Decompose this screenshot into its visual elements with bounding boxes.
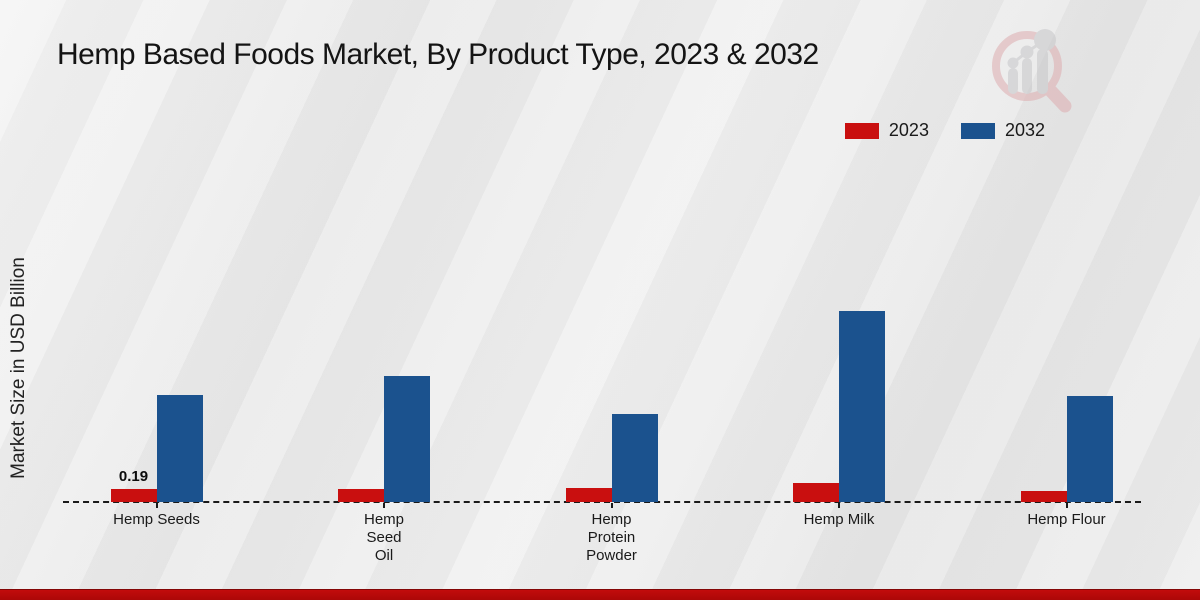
footer-red-band bbox=[0, 589, 1200, 600]
category-label-line: Hemp Seeds bbox=[113, 511, 200, 528]
legend-item-2023: 2023 bbox=[844, 120, 929, 141]
legend-label-2023: 2023 bbox=[888, 120, 929, 140]
category-label-line: Protein bbox=[587, 529, 636, 546]
chart-title: Hemp Based Foods Market, By Product Type… bbox=[57, 38, 819, 71]
category-label-hemp-flour: Hemp Flour bbox=[967, 511, 1167, 529]
y-axis-title: Market Size in USD Billion bbox=[8, 257, 29, 479]
x-axis-tick-hemp-seed-oil bbox=[383, 503, 385, 508]
category-label-line: Hemp Flour bbox=[1027, 511, 1106, 528]
x-axis-tick-hemp-flour bbox=[1065, 503, 1068, 508]
x-axis-tick-hemp-milk bbox=[838, 503, 840, 508]
bar-2023-hemp-milk bbox=[793, 483, 839, 502]
bar-2032-hemp-seeds bbox=[156, 395, 203, 502]
category-label-hemp-seed-oil: Hemp Seed Oil bbox=[284, 511, 484, 565]
legend-swatch-2032 bbox=[960, 122, 995, 139]
bar-2032-hemp-protein-powder bbox=[611, 414, 658, 502]
bar-2032-hemp-flour bbox=[1066, 396, 1113, 502]
category-label-line: Hemp bbox=[363, 511, 404, 528]
category-label-line: Oil bbox=[374, 547, 394, 564]
bar-2032-hemp-milk bbox=[839, 311, 885, 502]
magnifier-growth-chart-logo-watermark bbox=[992, 29, 1072, 113]
legend: 2023 2032 bbox=[844, 120, 1045, 141]
legend-item-2032: 2032 bbox=[960, 120, 1045, 141]
category-label-line: Hemp Milk bbox=[803, 511, 875, 528]
legend-swatch-2023 bbox=[844, 122, 879, 139]
category-label-hemp-seeds: Hemp Seeds bbox=[57, 511, 257, 529]
category-label-hemp-milk: Hemp Milk bbox=[739, 511, 939, 529]
category-label-line: Hemp bbox=[591, 511, 632, 528]
x-axis-line bbox=[63, 501, 1141, 503]
legend-label-2032: 2032 bbox=[1004, 120, 1045, 140]
x-axis-tick-hemp-protein-powder bbox=[610, 503, 613, 508]
x-axis-tick-hemp-seeds bbox=[155, 503, 158, 508]
bar-2023-hemp-seeds bbox=[110, 489, 157, 502]
category-label-hemp-protein-powder: Hemp Protein Powder bbox=[512, 511, 712, 565]
category-label-line: Powder bbox=[586, 547, 637, 564]
bar-2023-hemp-protein-powder bbox=[565, 488, 612, 502]
category-label-line: Seed bbox=[366, 529, 402, 546]
bar-2032-hemp-seed-oil bbox=[384, 376, 430, 502]
bar-value-label: 0.19 bbox=[118, 468, 149, 485]
bar-2023-hemp-flour bbox=[1020, 491, 1067, 502]
bar-2023-hemp-seed-oil bbox=[338, 489, 384, 502]
